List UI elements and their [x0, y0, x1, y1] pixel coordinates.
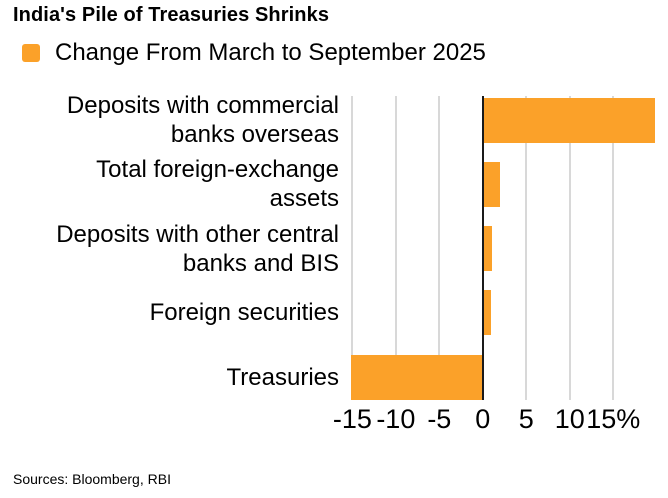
- legend-label: Change From March to September 2025: [55, 39, 486, 66]
- bar: [482, 161, 501, 207]
- gridline: [351, 96, 354, 400]
- category-label: Deposits with commercial banks overseas: [66, 92, 339, 148]
- gridline: [568, 96, 571, 400]
- x-axis-tick-label: -15: [332, 404, 372, 434]
- bar-chart: Deposits with commercial banks overseas T…: [56, 92, 656, 434]
- category-label: Deposits with other central banks and BI…: [56, 220, 339, 277]
- x-axis-tick-label: 10: [554, 404, 585, 434]
- x-axis-tick-label: 5: [518, 404, 534, 434]
- chart-title: India's Pile of Treasuries Shrinks: [13, 4, 330, 26]
- gridline: [438, 96, 441, 400]
- gridline: [394, 96, 397, 400]
- category-label: Treasuries: [226, 363, 339, 391]
- x-axis-tick-label: 15%: [586, 404, 641, 434]
- zero-axis: [481, 96, 484, 400]
- bar: [350, 354, 483, 400]
- sources-note: Sources: Bloomberg, RBI: [13, 471, 171, 487]
- gridline: [612, 96, 615, 400]
- x-axis-tick-label: -10: [376, 404, 416, 434]
- x-axis-tick-label: 0: [475, 404, 491, 434]
- category-label: Foreign securities: [149, 299, 339, 327]
- legend: Change From March to September 2025: [22, 39, 486, 66]
- legend-swatch-icon: [22, 44, 40, 62]
- bar: [482, 97, 656, 143]
- bar: [482, 290, 491, 336]
- gridline: [525, 96, 528, 400]
- category-label: Total foreign-exchange assets: [96, 156, 339, 213]
- x-axis-tick-label: -5: [427, 404, 452, 434]
- bar: [482, 226, 493, 271]
